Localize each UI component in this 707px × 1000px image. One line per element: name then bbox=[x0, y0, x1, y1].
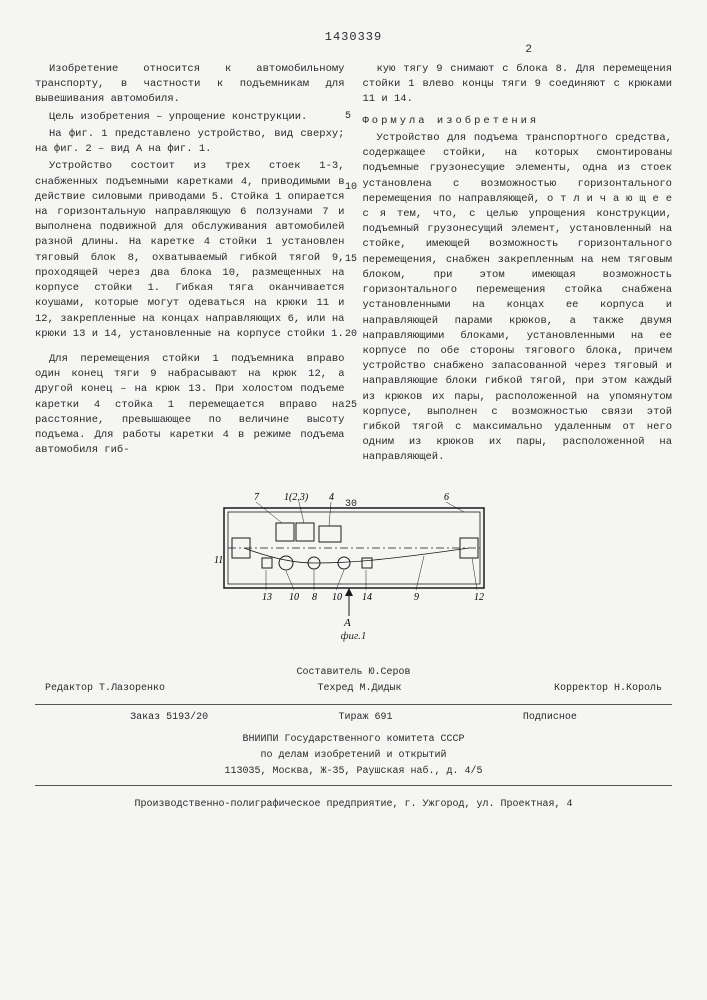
svg-text:А: А bbox=[343, 617, 351, 628]
svg-text:8: 8 bbox=[312, 592, 317, 603]
paragraph: Устройство для подъема транспортного сре… bbox=[363, 131, 673, 466]
line-marker: 20 bbox=[345, 329, 357, 340]
svg-text:1(2,3): 1(2,3) bbox=[284, 492, 309, 503]
formula-title: Формула изобретения bbox=[363, 114, 673, 129]
svg-text:6: 6 bbox=[444, 492, 449, 503]
paragraph: На фиг. 1 представлено устройство, вид с… bbox=[35, 127, 345, 157]
footer-techred: Техред М.Дидык bbox=[317, 682, 401, 696]
paragraph: Устройство состоит из трех стоек 1-3, сн… bbox=[35, 159, 345, 342]
footer-signed: Подписное bbox=[523, 711, 577, 725]
footer-editor: Редактор Т.Лазоренко bbox=[45, 682, 165, 696]
line-marker: 10 bbox=[345, 182, 357, 193]
svg-text:9: 9 bbox=[414, 592, 419, 603]
paragraph: Цель изобретения – упрощение конструкции… bbox=[35, 110, 345, 125]
line-marker: 15 bbox=[345, 254, 357, 265]
paragraph: Изобретение относится к автомобильному т… bbox=[35, 62, 345, 108]
footer-compiler: Составитель Ю.Серов bbox=[35, 666, 672, 680]
line-marker: 25 bbox=[345, 400, 357, 411]
divider bbox=[35, 704, 672, 705]
footer-address: 113035, Москва, Ж-35, Раушская наб., д. … bbox=[35, 765, 672, 779]
technical-drawing: 7 1(2,3) 4 6 11 13 10 8 10 14 9 12 А bbox=[214, 488, 494, 628]
footer-org: ВНИИПИ Государственного комитета СССР bbox=[35, 733, 672, 747]
footer-org2: по делам изобретений и открытий bbox=[35, 749, 672, 763]
svg-text:10: 10 bbox=[332, 592, 342, 603]
footer-printer: Производственно-полиграфическое предприя… bbox=[35, 792, 672, 812]
divider bbox=[35, 785, 672, 786]
footer-circulation: Тираж 691 bbox=[338, 711, 392, 725]
figure-label: фиг.1 bbox=[214, 630, 494, 642]
svg-text:13: 13 bbox=[262, 592, 272, 603]
paragraph: кую тягу 9 снимают с блока 8. Для переме… bbox=[363, 62, 673, 108]
footer: Составитель Ю.Серов Редактор Т.Лазоренко… bbox=[35, 666, 672, 812]
paragraph: Для перемещения стойки 1 подъемника впра… bbox=[35, 352, 345, 459]
svg-text:11: 11 bbox=[214, 555, 223, 566]
svg-text:14: 14 bbox=[362, 592, 372, 603]
document-number: 1430339 bbox=[35, 30, 672, 44]
page-number: 2 bbox=[525, 44, 532, 56]
footer-order-number: Заказ 5193/20 bbox=[130, 711, 208, 725]
right-column: кую тягу 9 снимают с блока 8. Для переме… bbox=[363, 62, 673, 468]
svg-text:12: 12 bbox=[474, 592, 484, 603]
footer-corrector: Корректор Н.Король bbox=[554, 682, 662, 696]
figure-1: 7 1(2,3) 4 6 11 13 10 8 10 14 9 12 А фиг… bbox=[214, 488, 494, 642]
line-marker: 5 bbox=[345, 111, 351, 122]
svg-text:4: 4 bbox=[329, 492, 334, 503]
svg-text:7: 7 bbox=[254, 492, 260, 503]
left-column: Изобретение относится к автомобильному т… bbox=[35, 62, 345, 468]
svg-text:10: 10 bbox=[289, 592, 299, 603]
